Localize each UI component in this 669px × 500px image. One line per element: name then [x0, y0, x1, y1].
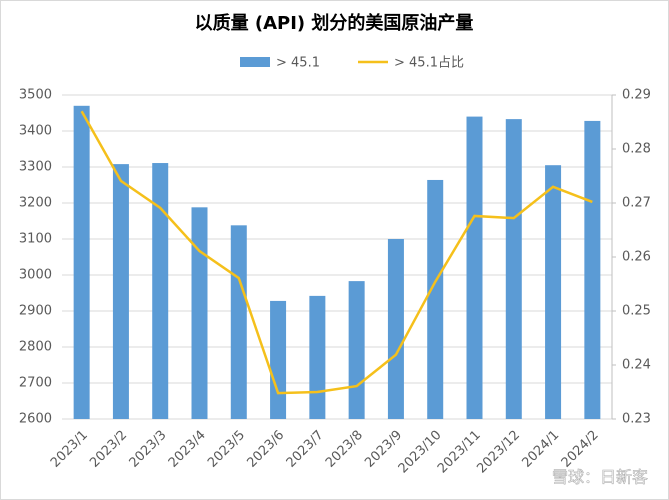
y2-tick-label: 0.29 [622, 88, 651, 103]
bar [545, 165, 562, 419]
y2-tick-label: 0.24 [622, 358, 651, 373]
y-tick-label: 2600 [19, 412, 52, 427]
legend-label: > 45.1占比 [394, 56, 464, 71]
y-tick-label: 3100 [19, 232, 52, 247]
y-tick-label: 2700 [19, 376, 52, 391]
bar [584, 120, 601, 420]
legend-label: > 45.1 [276, 56, 320, 71]
legend-swatch [240, 57, 270, 67]
y-tick-label: 3000 [19, 268, 52, 283]
y-tick-label: 2800 [19, 340, 52, 355]
y-tick-label: 3400 [19, 124, 52, 139]
bar [348, 281, 365, 419]
y2-tick-label: 0.23 [622, 412, 651, 427]
y-tick-label: 2900 [19, 304, 52, 319]
bar [270, 300, 287, 419]
y2-tick-label: 0.26 [622, 250, 651, 265]
bar [191, 207, 208, 419]
bar [387, 239, 404, 419]
bar [466, 116, 483, 419]
bar [73, 105, 90, 420]
watermark: 雪球：日新客 [552, 468, 648, 487]
y2-tick-label: 0.27 [622, 196, 651, 211]
bar [505, 119, 522, 420]
y-tick-label: 3500 [19, 88, 52, 103]
chart-title: 以质量 (API) 划分的美国原油产量 [195, 12, 474, 34]
y2-tick-label: 0.25 [622, 304, 651, 319]
y-tick-label: 3300 [19, 160, 52, 175]
bar [427, 179, 444, 419]
bar [309, 295, 326, 419]
bar [112, 164, 129, 419]
bar [230, 225, 247, 419]
y2-tick-label: 0.28 [622, 142, 651, 157]
bar [152, 163, 169, 419]
y-tick-label: 3200 [19, 196, 52, 211]
line [80, 110, 593, 395]
